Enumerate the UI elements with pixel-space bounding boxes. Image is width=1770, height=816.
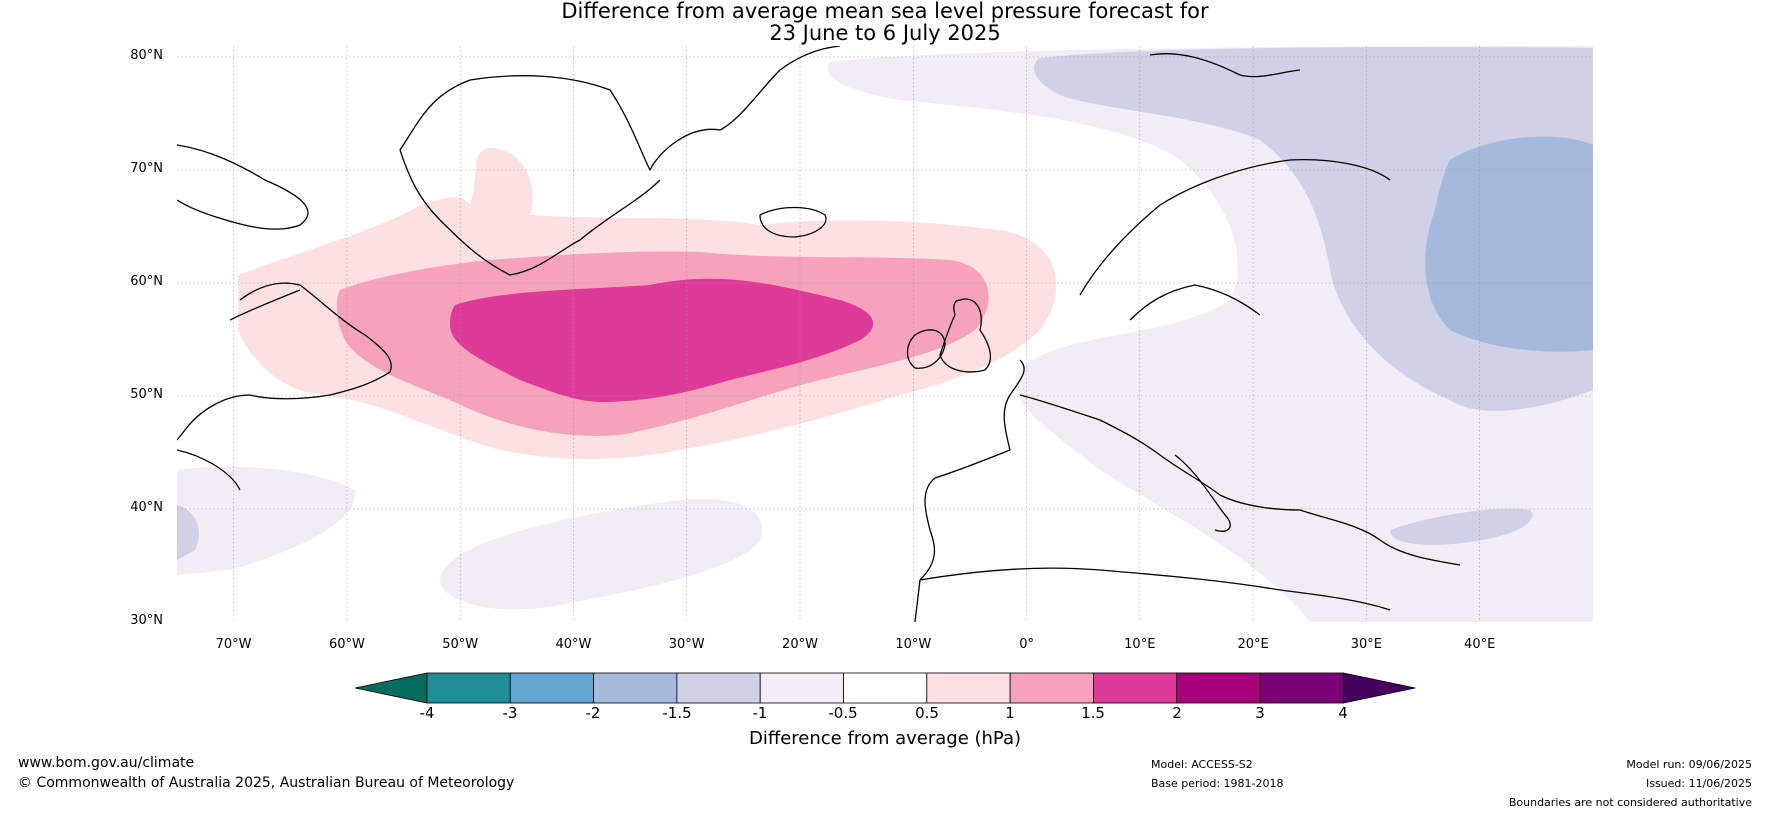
canada-coast (177, 144, 392, 491)
colorbar-swatch (676, 672, 761, 704)
colorbar-swatch (1176, 672, 1261, 704)
svalbard-coast (1149, 53, 1301, 78)
lat-label-30n: 30°N (130, 613, 163, 628)
colorbar-label: Difference from average (hPa) (748, 728, 1022, 749)
africa-coast (919, 567, 1391, 611)
contour-neg-0p5-west (177, 466, 356, 575)
graticule (177, 46, 1593, 622)
uk-coast (939, 298, 992, 373)
italy-coast (1174, 454, 1231, 532)
colorbar-tick: 1.5 (1081, 704, 1105, 722)
lon-label-20w: 20°W (782, 637, 818, 652)
copyright-text: © Commonwealth of Australia 2025, Austra… (18, 775, 515, 791)
anomaly-field (177, 46, 1593, 622)
colorbar-tick: 1 (1005, 704, 1015, 722)
lat-label-80n: 80°N (130, 48, 163, 63)
boundary-disclaimer: Boundaries are not considered authoritat… (1508, 796, 1752, 809)
model-name: Model: ACCESS-S2 (1151, 758, 1253, 771)
contour-neg-1-med (1390, 508, 1533, 545)
lon-label-0: 0° (1019, 637, 1034, 652)
lat-label-50n: 50°N (130, 387, 163, 402)
colorbar-swatch (1093, 672, 1178, 704)
greenland-coast (399, 46, 841, 276)
colorbar-tick: -3 (502, 704, 518, 722)
colorbar-swatch (926, 672, 1011, 704)
model-run-date: Model run: 09/06/2025 (1626, 758, 1752, 771)
website-link[interactable]: www.bom.gov.au/climate (18, 755, 195, 771)
lat-label-70n: 70°N (130, 161, 163, 176)
colorbar-tick: 3 (1255, 704, 1265, 722)
colorbar-swatch (759, 672, 844, 704)
lon-label-10w: 10°W (895, 637, 932, 652)
colorbar-tick: 2 (1172, 704, 1182, 722)
contour-neg-1-west (177, 505, 199, 560)
colorbar-swatch (593, 672, 678, 704)
colorbar-tick: -1 (752, 704, 768, 722)
colorbar-swatch (1009, 672, 1094, 704)
lon-label-40e: 40°E (1464, 637, 1496, 652)
lon-label-20e: 20°E (1237, 637, 1269, 652)
lon-label-60w: 60°W (328, 637, 365, 652)
ireland-coast (906, 329, 946, 369)
colorbar-tick: 0.5 (915, 704, 939, 722)
map-title-line1: Difference from average mean sea level p… (561, 0, 1209, 23)
lon-label-40w: 40°W (555, 637, 592, 652)
colorbar-swatch (843, 672, 928, 704)
issued-date: Issued: 11/06/2025 (1645, 777, 1752, 790)
base-period: Base period: 1981-2018 (1151, 777, 1284, 790)
colorbar-over-triangle (1342, 672, 1416, 704)
contour-neg-0p5-atlantic (440, 499, 762, 610)
colorbar-under-triangle (354, 672, 428, 704)
labrador-coast (229, 289, 301, 321)
lon-label-10e: 10°E (1124, 637, 1156, 652)
lon-label-30w: 30°W (668, 637, 705, 652)
colorbar-tick: -2 (585, 704, 601, 722)
lat-label-40n: 40°N (130, 500, 163, 515)
iceland-coast (759, 206, 827, 238)
contour-neg-1p5-north (1425, 136, 1593, 352)
contour-pos-1p5 (450, 278, 874, 403)
colorbar-tick: -1.5 (662, 704, 692, 722)
colorbar-swatch (1259, 672, 1344, 704)
colorbar-tick: -4 (419, 704, 435, 722)
lon-label-50w: 50°W (442, 637, 479, 652)
scandinavia-coast (1079, 159, 1391, 321)
colorbar (354, 672, 1416, 704)
lon-label-70w: 70°W (215, 637, 252, 652)
coastlines (177, 46, 1461, 622)
europe-coast (914, 359, 1461, 622)
lon-label-30e: 30°E (1350, 637, 1383, 652)
map-title-line2: 23 June to 6 July 2025 (769, 21, 1001, 45)
colorbar-swatch (509, 672, 594, 704)
lat-label-60n: 60°N (130, 274, 163, 289)
colorbar-swatch (426, 672, 511, 704)
colorbar-tick: -0.5 (828, 704, 858, 722)
colorbar-tick: 4 (1338, 704, 1348, 722)
